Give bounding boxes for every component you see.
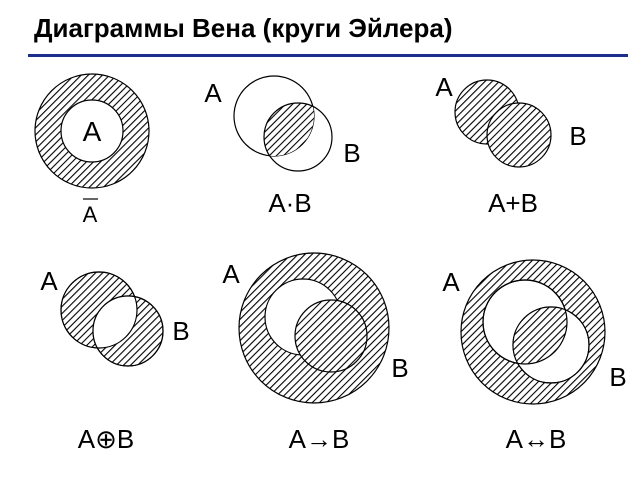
label-b: B [391, 353, 408, 383]
intersection-fill [513, 307, 567, 364]
set-b-circle [294, 299, 368, 373]
set-a-label: A [83, 116, 102, 147]
intersection-blank [93, 296, 137, 348]
label-a: A [442, 267, 460, 297]
label-b: B [343, 138, 360, 168]
caption-implication: A→B [289, 424, 350, 454]
caption-equivalence: A↔B [506, 424, 567, 454]
diagram-equivalence: A B A↔B [442, 259, 627, 454]
set-b-outline [92, 295, 164, 367]
caption-xor: A⊕B [78, 424, 134, 454]
set-a-outline [482, 279, 568, 365]
diagram-implication: A B A→B [222, 252, 409, 454]
set-b-circle [486, 102, 552, 168]
diagram-not-a: A A [34, 73, 150, 227]
set-b-outline [512, 306, 590, 384]
intersection-fill [264, 103, 314, 156]
label-a: A [222, 259, 240, 289]
caption-and: A·B [268, 188, 311, 218]
caption-or: A+B [488, 188, 538, 218]
label-a: A [204, 78, 222, 108]
set-a-outline [60, 271, 138, 349]
set-a-circle [60, 99, 124, 163]
diagram-and: A B A·B [204, 75, 361, 218]
caption-not-a: A [83, 202, 98, 227]
label-a: A [435, 72, 453, 102]
diagram-xor: A B A⊕B [40, 266, 189, 454]
label-b: B [569, 121, 586, 151]
diagram-or: A B A+B [435, 72, 586, 218]
page-title: Диаграммы Вена (круги Эйлера) [34, 13, 453, 43]
label-b: B [609, 362, 626, 392]
set-b-circle [263, 102, 333, 172]
label-a: A [40, 266, 58, 296]
label-b: B [172, 316, 189, 346]
title-underline [28, 54, 628, 57]
